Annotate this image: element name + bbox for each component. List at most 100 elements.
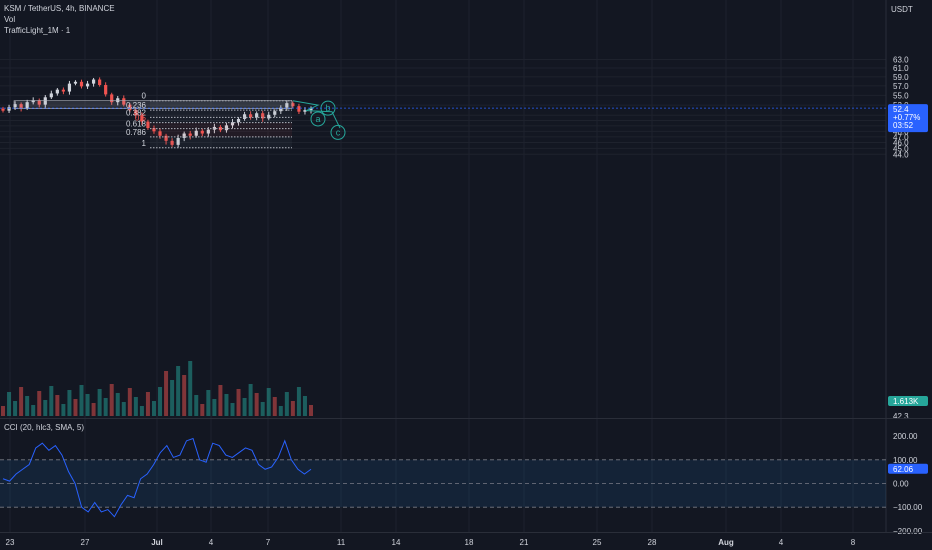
- volume-bar: [302, 396, 307, 416]
- volume-bar: [218, 385, 223, 416]
- volume-bar: [290, 401, 295, 416]
- price-tick-label: 57.0: [893, 82, 909, 91]
- candle-body: [37, 100, 41, 105]
- candle: [291, 101, 295, 108]
- candle-body: [249, 114, 253, 118]
- price-tick-label: 46.0: [893, 139, 909, 148]
- volume-bar: [230, 403, 235, 416]
- candle-body: [104, 85, 108, 95]
- candle: [297, 103, 301, 115]
- volume-bar: [109, 384, 114, 416]
- time-tick-label: 28: [648, 538, 657, 547]
- cci-tick-label: 0.00: [893, 480, 909, 489]
- volume-bar: [91, 403, 96, 416]
- candle-body: [61, 89, 65, 92]
- candle-body: [158, 131, 162, 136]
- volume-bar: [145, 392, 150, 416]
- fib-zone: [150, 128, 292, 137]
- candle: [194, 127, 198, 138]
- time-tick-label: 4: [779, 538, 784, 547]
- time-tick-label: 27: [81, 538, 90, 547]
- price-tick-label: 55.0: [893, 91, 909, 100]
- volume-bar: [121, 402, 126, 416]
- candle: [188, 130, 192, 140]
- cci-legend[interactable]: CCI (20, hlc3, SMA, 5): [4, 423, 85, 432]
- candle-body: [49, 93, 53, 98]
- candle-body: [85, 83, 90, 87]
- panel-separator[interactable]: [0, 418, 932, 419]
- candle: [255, 111, 259, 121]
- candle: [242, 111, 247, 121]
- candle: [285, 100, 289, 111]
- wave-label-c: c: [336, 127, 341, 137]
- fib-level-label: 0.786: [126, 128, 147, 137]
- candle-body: [267, 114, 271, 119]
- time-tick-label: 11: [337, 538, 346, 547]
- candle-body: [91, 79, 96, 84]
- cci-tick-label: 100.00: [893, 456, 918, 465]
- candle-body: [25, 102, 29, 109]
- volume-bar: [55, 395, 60, 416]
- volume-bar: [127, 388, 132, 416]
- volume-bar: [242, 398, 247, 416]
- time-axis-separator: [0, 532, 932, 533]
- candle-body: [230, 122, 235, 126]
- volume-bar: [224, 394, 229, 416]
- volume-bar: [67, 390, 72, 416]
- candle-body: [146, 121, 150, 129]
- volume-bar: [260, 402, 265, 416]
- candle: [267, 111, 271, 121]
- price-tick-label: 61.0: [893, 64, 909, 73]
- fib-zone: [150, 122, 292, 129]
- price-tick-label: 45.0: [893, 144, 909, 153]
- time-tick-label: 7: [266, 538, 271, 547]
- candle: [134, 107, 138, 119]
- fib-level-label: 1: [142, 139, 147, 148]
- elliott-wave: [292, 100, 346, 140]
- fib-level-label: 0.618: [126, 120, 147, 129]
- volume-legend[interactable]: Vol: [4, 15, 16, 24]
- candle-body: [1, 108, 5, 111]
- candle: [1, 106, 5, 113]
- volume-bar: [19, 387, 24, 416]
- time-tick-label: Jul: [151, 538, 163, 547]
- volume-bar: [278, 406, 283, 416]
- volume-bar: [49, 386, 54, 416]
- candle: [110, 92, 114, 105]
- candle: [61, 87, 65, 95]
- symbol-title[interactable]: KSM / TetherUS, 4h, BINANCE: [4, 4, 115, 13]
- volume-bar: [296, 387, 301, 416]
- candle-body: [19, 104, 23, 109]
- candle-body: [7, 107, 11, 111]
- candle-body: [13, 104, 17, 108]
- candle: [236, 117, 241, 126]
- candle: [85, 80, 90, 89]
- candle-body: [200, 130, 204, 134]
- cci-tick-label: 200.00: [893, 432, 918, 441]
- candle-body: [31, 100, 35, 103]
- candle-body: [182, 133, 186, 139]
- candle-body: [194, 130, 198, 136]
- volume-bar: [97, 389, 102, 416]
- last-price-change: +0.77%: [893, 113, 920, 122]
- candle-body: [291, 103, 295, 107]
- indicator-legend[interactable]: TrafficLight_1M · 1: [4, 26, 71, 35]
- fib-zone: [150, 110, 292, 118]
- volume-bar: [194, 395, 199, 416]
- volume-bar: [284, 392, 289, 416]
- candle: [261, 110, 265, 122]
- fib-level-label: 0.382: [126, 108, 147, 117]
- fib-level-label: 0: [142, 92, 147, 101]
- time-tick-label: Aug: [718, 538, 734, 547]
- range-box: [13, 100, 293, 109]
- candle-body: [79, 81, 84, 87]
- candle: [128, 102, 132, 113]
- candle: [98, 77, 102, 87]
- volume-bar: [103, 398, 108, 416]
- price-tick-label: 47.0: [893, 133, 909, 142]
- volume-bar: [37, 391, 42, 416]
- volume-bar: [164, 371, 169, 416]
- volume-tag: [888, 396, 928, 406]
- volume-bar: [182, 375, 187, 416]
